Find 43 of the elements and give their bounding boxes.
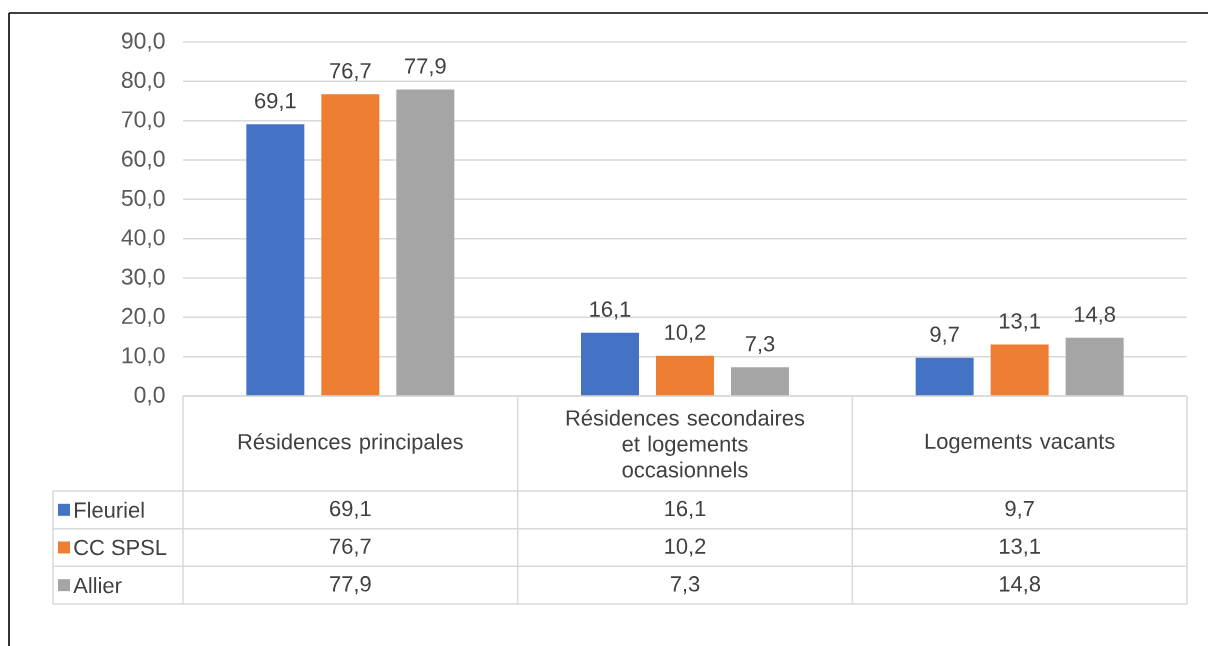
y-tick-label: 70,0 (122, 111, 165, 131)
x-tick-label: Résidences principales (238, 433, 463, 454)
y-tick-label: 40,0 (121, 229, 165, 249)
data-label: 16,1 (665, 500, 706, 519)
bar (1065, 337, 1124, 396)
text: 69,1 (255, 92, 296, 111)
data-label: 14,8 (1000, 576, 1041, 595)
text: 9,7 (930, 326, 959, 345)
bar (246, 124, 305, 396)
y-tick-label: 0,0 (134, 386, 165, 406)
text: 10,2 (665, 324, 706, 343)
data-label: 13,1 (1000, 538, 1040, 557)
y-tick-label: 30,0 (121, 268, 165, 288)
text: 13,1 (999, 313, 1040, 332)
data-label: 9,7 (1005, 500, 1034, 519)
bar (396, 89, 455, 396)
data-label: 7,3 (670, 576, 700, 595)
bar (655, 355, 714, 396)
bar (730, 367, 789, 396)
legend-label: Allier (73, 577, 122, 594)
bar (581, 332, 639, 396)
y-tick-label: 10,0 (122, 347, 165, 367)
data-label: 10,2 (665, 538, 706, 557)
text: 14,8 (1074, 306, 1116, 325)
bar (915, 357, 974, 396)
text: 76,7 (330, 62, 371, 82)
legend-label: CC SPSL (74, 539, 167, 556)
text: 77,9 (405, 58, 446, 77)
text: 16,1 (590, 301, 631, 320)
y-tick-label: 60,0 (122, 150, 165, 170)
data-label: 69,1 (330, 500, 371, 519)
data-label: 77,9 (330, 576, 371, 595)
x-tick-label: Logements vacants (925, 433, 1115, 454)
y-tick-label: 50,0 (121, 189, 165, 209)
data-label: 76,7 (330, 538, 371, 557)
y-tick-label: 80,0 (121, 71, 165, 91)
legend-label: Fleuriel (75, 501, 144, 518)
text: 7,3 (745, 335, 775, 355)
y-tick-label: 90,0 (121, 32, 165, 52)
bar (321, 94, 380, 396)
x-tick-label: Résidences secondaires et logements occasionnels (566, 409, 805, 478)
y-tick-label: 20,0 (122, 307, 165, 327)
bar (990, 344, 1049, 396)
